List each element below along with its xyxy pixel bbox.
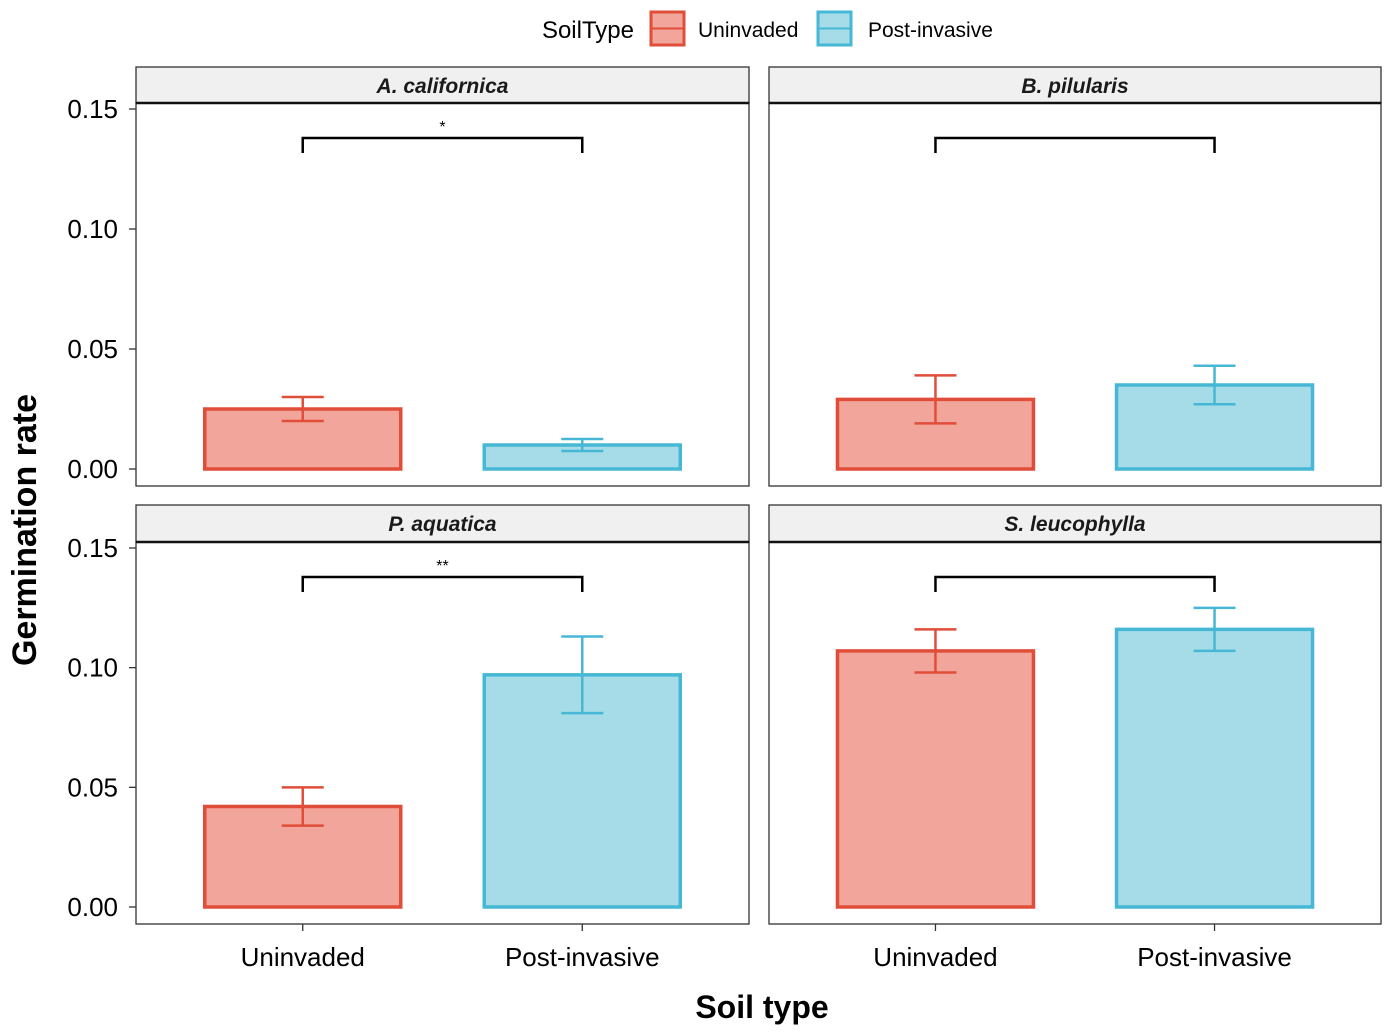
bar-post-invasive	[1114, 627, 1315, 909]
facet-title: S. leucophylla	[1004, 513, 1146, 536]
y-axis-label: Germination rate	[6, 394, 44, 666]
facet-strip	[135, 504, 750, 543]
significance-bracket	[301, 575, 584, 592]
facet-title: A. californica	[376, 75, 509, 98]
significance-bracket	[301, 136, 584, 153]
facet-strip	[768, 66, 1382, 104]
facet-title: B. pilularis	[1021, 75, 1128, 98]
y-tick-label: 0.15	[67, 94, 118, 124]
legend-title: SoilType	[542, 17, 634, 44]
legend-label-post-invasive: Post-invasive	[868, 19, 993, 42]
facet-strip	[135, 66, 750, 104]
y-tick-label: 0.05	[67, 772, 118, 802]
significance-label: *	[439, 119, 445, 136]
facet-title: P. aquatica	[388, 513, 496, 536]
legend: SoilType Uninvaded Post-invasive	[542, 10, 993, 47]
significance-bracket	[934, 575, 1216, 592]
y-tick-label: 0.10	[67, 214, 118, 244]
x-tick-label: Post-invasive	[505, 942, 660, 972]
y-tick-label: 0.00	[67, 892, 118, 922]
facet-panels: A. californica 0.00 0.05 0.10 0.15 * B. pilula…	[67, 66, 1382, 972]
y-tick-label: 0.10	[67, 653, 118, 683]
significance-label: **	[436, 558, 448, 575]
bar-uninvaded	[835, 649, 1036, 909]
y-tick-label: 0.05	[67, 334, 118, 364]
significance-bracket	[934, 136, 1216, 153]
x-tick-label: Uninvaded	[873, 942, 997, 972]
x-tick-label: Post-invasive	[1137, 942, 1292, 972]
x-axis-label: Soil type	[695, 989, 828, 1025]
legend-item-post-invasive: Post-invasive	[816, 10, 993, 47]
x-tick-label: Uninvaded	[241, 942, 365, 972]
facet-strip	[768, 504, 1382, 543]
legend-label-uninvaded: Uninvaded	[698, 19, 798, 42]
y-tick-label: 0.00	[67, 454, 118, 484]
y-tick-label: 0.15	[67, 533, 118, 563]
legend-item-uninvaded: Uninvaded	[649, 10, 798, 47]
